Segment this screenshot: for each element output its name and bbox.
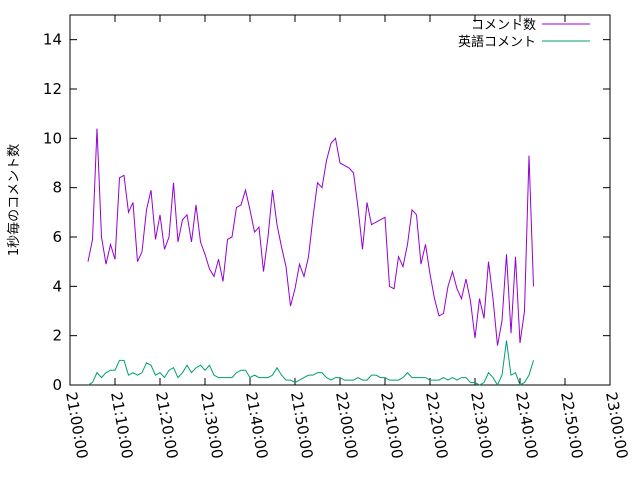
y-tick-label: 12 <box>43 80 62 98</box>
y-tick-label: 6 <box>52 228 62 246</box>
y-tick-label: 10 <box>43 129 62 147</box>
legend-label-english-comments: 英語コメント <box>458 34 536 50</box>
x-tick-label: 21:50:00 <box>287 391 316 460</box>
x-tick-label: 22:00:00 <box>332 391 361 460</box>
x-tick-label: 22:50:00 <box>557 391 586 460</box>
series-line-comments <box>87 128 534 346</box>
y-tick-label: 8 <box>52 179 62 197</box>
x-tick-label: 22:40:00 <box>512 391 541 460</box>
x-tick-label: 21:40:00 <box>242 391 271 460</box>
y-axis: 0 2 4 6 8 10 12 14 <box>43 31 610 394</box>
plot-frame <box>69 14 611 386</box>
plot-border <box>69 14 611 386</box>
x-tick-label: 23:00:00 <box>602 391 631 460</box>
legend-label-comments: コメント数 <box>471 18 536 33</box>
y-tick-label: 14 <box>43 31 62 49</box>
x-tick-label: 21:30:00 <box>197 391 226 460</box>
x-tick-label: 22:20:00 <box>422 391 451 460</box>
x-tick-label: 21:00:00 <box>62 391 91 460</box>
y-tick-label: 0 <box>52 376 62 394</box>
x-axis: 21:00:00 21:10:00 21:20:00 21:30:00 21:40:00… <box>62 15 631 460</box>
y-tick-label: 2 <box>52 327 62 345</box>
series-line-english-comments <box>87 340 534 387</box>
series-layer <box>87 128 534 387</box>
legend: コメント数 英語コメント <box>458 18 590 50</box>
y-axis-label: 1秒毎のコメント数 <box>6 144 22 256</box>
x-tick-label: 22:10:00 <box>377 391 406 460</box>
x-tick-label: 21:10:00 <box>107 391 136 460</box>
x-tick-label: 21:20:00 <box>152 391 181 460</box>
y-tick-label: 4 <box>52 277 62 295</box>
x-tick-label: 22:30:00 <box>467 391 496 460</box>
